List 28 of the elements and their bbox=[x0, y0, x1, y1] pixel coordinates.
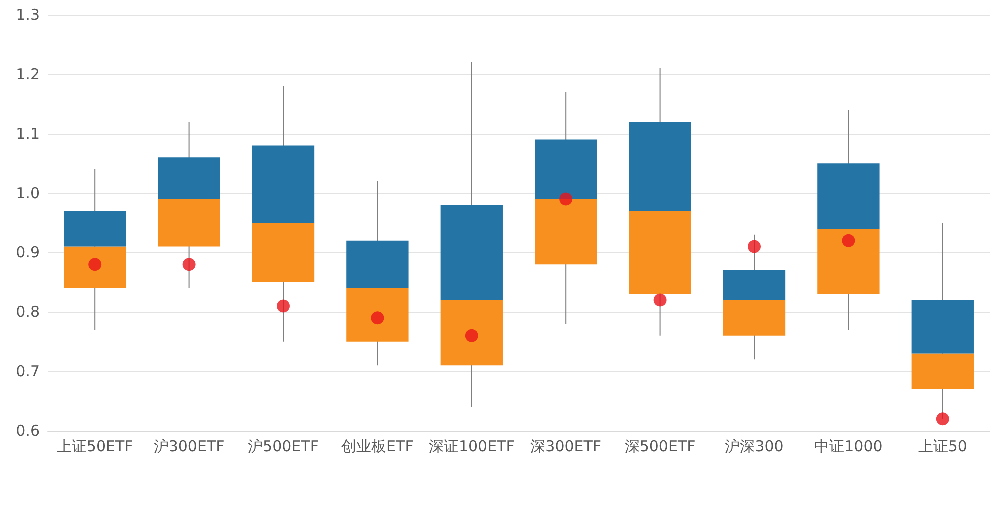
x-tick-label: 深500ETF bbox=[624, 438, 696, 456]
point bbox=[654, 294, 667, 307]
y-tick-label: 1.2 bbox=[16, 65, 40, 84]
point bbox=[182, 258, 196, 272]
point bbox=[88, 258, 102, 272]
x-tick-label: 沪500ETF bbox=[248, 438, 319, 456]
x-tick-label: 上证50ETF bbox=[56, 438, 134, 456]
y-tick-label: 0.6 bbox=[16, 422, 40, 440]
y-tick-label: 0.8 bbox=[16, 303, 40, 322]
point bbox=[277, 300, 290, 313]
x-tick-label: 创业板ETF bbox=[342, 438, 414, 456]
x-tick-label: 深证100ETF bbox=[428, 438, 515, 456]
x-tick-label: 中证1000 bbox=[814, 438, 883, 456]
y-tick-label: 1.1 bbox=[16, 124, 40, 143]
point bbox=[560, 192, 573, 206]
point bbox=[748, 240, 761, 254]
point bbox=[842, 234, 856, 248]
y-tick-label: 0.9 bbox=[16, 244, 40, 262]
y-tick-label: 1.3 bbox=[16, 6, 40, 24]
y-tick-label: 1.0 bbox=[16, 184, 40, 202]
point bbox=[371, 312, 384, 325]
x-tick-label: 沪300ETF bbox=[154, 438, 225, 456]
point bbox=[936, 412, 950, 426]
y-tick-label: 0.7 bbox=[16, 362, 40, 381]
point bbox=[465, 329, 478, 342]
x-tick-label: 深300ETF bbox=[530, 438, 602, 456]
x-tick-label: 上证50 bbox=[918, 438, 968, 456]
x-tick-label: 沪深300 bbox=[725, 438, 784, 456]
